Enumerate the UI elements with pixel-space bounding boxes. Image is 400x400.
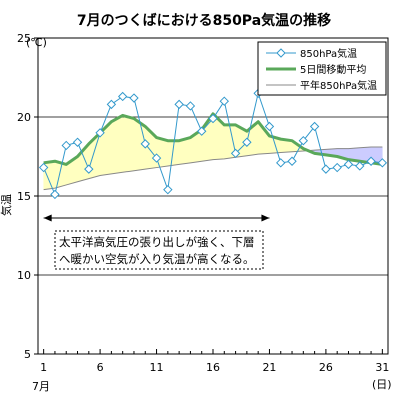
x-tick-label: 6 [97, 361, 104, 374]
annotation: 太平洋高気圧の張り出しが強く、下層 へ暖かい空気が入り気温が高くなる。 [43, 214, 270, 270]
series-observed-point [117, 91, 128, 102]
annotation-arrow-left [43, 214, 52, 222]
series-observed-point [298, 135, 309, 146]
y-axis-label: 気温 [0, 194, 13, 216]
series-observed-point [84, 164, 94, 174]
series-observed-point [309, 121, 320, 132]
x-axis-month: 7月 [32, 380, 50, 393]
series-observed-point [197, 126, 207, 136]
legend-label-moving-average: 5日間移動平均 [300, 63, 366, 76]
x-axis-unit: (日) [372, 378, 392, 391]
series-observed-point [321, 164, 331, 174]
series-observed-point [230, 148, 241, 159]
series-observed-point [174, 99, 184, 110]
series-observed-point [332, 162, 342, 173]
x-tick-label: 11 [150, 361, 164, 374]
series-layer [38, 88, 388, 200]
x-tick-label: 21 [262, 361, 276, 374]
series-observed-point [343, 159, 354, 170]
series-observed-point [72, 137, 83, 147]
y-tick-label: 20 [17, 111, 31, 124]
annotation-box [54, 230, 264, 270]
fill-above-normal [122, 115, 135, 173]
x-tick-label: 26 [319, 361, 333, 374]
series-observed-point [140, 139, 150, 149]
annotation-arrow-right [261, 214, 270, 222]
series-observed-point [38, 162, 49, 173]
legend-marker-observed [276, 48, 286, 58]
annotation-line-2: へ暖かい空気が入り気温が高くなる。 [59, 252, 255, 266]
y-tick-label: 5 [24, 348, 31, 361]
chart-title: 7月のつくばにおける850Pa気温の推移 [77, 12, 331, 29]
series-observed-point [208, 113, 218, 124]
series-observed-point [50, 189, 60, 200]
y-tick-label: 15 [17, 190, 31, 203]
series-observed-point [219, 96, 229, 106]
x-tick-label: 16 [206, 361, 220, 374]
fill-above-normal [111, 114, 123, 175]
y-tick-label: 10 [17, 269, 31, 282]
series-observed-point [366, 156, 376, 166]
series-observed-point [106, 99, 117, 110]
series-observed-point [129, 93, 139, 103]
y-axis-unit: (℃) [26, 36, 47, 49]
x-tick-label: 1 [40, 361, 47, 374]
x-tick-label: 31 [375, 361, 389, 374]
series-observed-point [151, 153, 162, 163]
series-normal-line [43, 146, 383, 191]
legend: 850hPa気温 5日間移動平均 平年850hPa気温 [257, 41, 387, 96]
series-observed-point [355, 161, 365, 171]
legend-label-normal: 平年850hPa気温 [300, 79, 377, 92]
series-observed-point [287, 156, 297, 166]
legend-label-observed: 850hPa気温 [300, 47, 357, 60]
series-observed-point [242, 137, 252, 147]
y-tick-label: 25 [17, 32, 31, 45]
series-observed-point [61, 140, 71, 151]
series-observed-point [264, 121, 275, 132]
series-observed-point [377, 158, 388, 168]
series-observed-point [276, 158, 286, 168]
annotation-line-1: 太平洋高気圧の張り出しが強く、下層 [59, 235, 255, 249]
series-observed-point [163, 184, 173, 195]
series-observed-point [185, 101, 196, 111]
series-observed-point [95, 128, 105, 138]
